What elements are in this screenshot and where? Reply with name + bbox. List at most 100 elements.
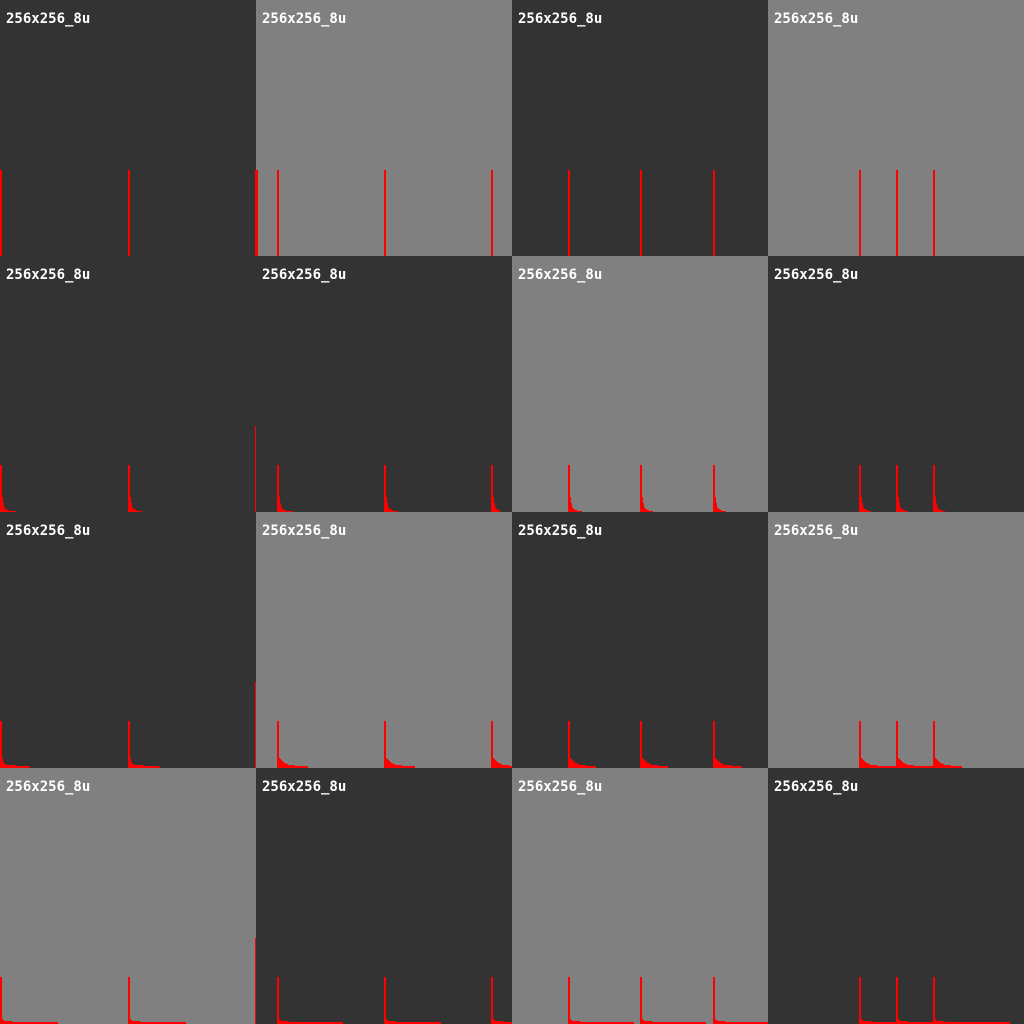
histogram-plot bbox=[0, 170, 256, 256]
histogram-bar bbox=[255, 170, 256, 256]
tile-label: 256x256_8u bbox=[262, 267, 347, 283]
tile-label: 256x256_8u bbox=[774, 11, 859, 27]
histogram-bar bbox=[933, 465, 935, 512]
histogram-tile: 256x256_8u bbox=[0, 768, 256, 1024]
histogram-bar bbox=[724, 511, 726, 512]
histogram-plot bbox=[277, 977, 512, 1024]
histogram-bar bbox=[640, 465, 642, 512]
histogram-tile: 256x256_8u bbox=[512, 256, 768, 512]
histogram-tile: 256x256_8u bbox=[256, 256, 512, 512]
histogram-tile: 256x256_8u bbox=[512, 512, 768, 768]
histogram-bar bbox=[740, 766, 742, 768]
tile-label: 256x256_8u bbox=[518, 267, 603, 283]
histogram-bar bbox=[384, 465, 386, 512]
histogram-bar bbox=[896, 977, 898, 1024]
histogram-bar bbox=[666, 766, 668, 768]
histogram-bar bbox=[306, 766, 308, 768]
histogram-bar bbox=[640, 977, 642, 1024]
histogram-plot bbox=[568, 170, 715, 256]
tile-label: 256x256_8u bbox=[262, 523, 347, 539]
histogram-bar bbox=[128, 465, 130, 512]
histogram-bar bbox=[184, 1022, 186, 1024]
histogram-plot bbox=[0, 938, 256, 1024]
histogram-bar bbox=[277, 977, 279, 1024]
histogram-plot bbox=[859, 170, 935, 256]
histogram-bar bbox=[277, 170, 279, 256]
histogram-bar bbox=[56, 1022, 58, 1024]
histogram-bar bbox=[491, 721, 493, 768]
histogram-bar bbox=[651, 511, 653, 512]
histogram-bar bbox=[713, 977, 715, 1024]
histogram-bar bbox=[713, 721, 715, 768]
histogram-bar bbox=[568, 465, 570, 512]
histogram-bar bbox=[491, 977, 493, 1024]
histogram-bar bbox=[128, 721, 130, 768]
histogram-bar bbox=[341, 1022, 343, 1024]
histogram-bar bbox=[896, 465, 898, 512]
tile-label: 256x256_8u bbox=[518, 11, 603, 27]
histogram-bar bbox=[896, 170, 898, 256]
histogram-bar bbox=[859, 721, 861, 768]
histogram-bar bbox=[384, 721, 386, 768]
tile-label: 256x256_8u bbox=[262, 779, 347, 795]
histogram-bar bbox=[906, 511, 908, 512]
tile-label: 256x256_8u bbox=[518, 779, 603, 795]
histogram-bar bbox=[491, 170, 493, 256]
histogram-bar bbox=[0, 170, 2, 256]
tile-label: 256x256_8u bbox=[6, 11, 91, 27]
histogram-bar bbox=[384, 977, 386, 1024]
histogram-bar bbox=[640, 721, 642, 768]
histogram-bar bbox=[933, 721, 935, 768]
histogram-bar bbox=[859, 170, 861, 256]
histogram-tile: 256x256_8u bbox=[0, 0, 256, 256]
tile-label: 256x256_8u bbox=[6, 779, 91, 795]
histogram-bar bbox=[413, 766, 415, 768]
histogram-bar bbox=[0, 721, 2, 768]
histogram-bar bbox=[498, 510, 500, 512]
histogram-plot bbox=[256, 170, 493, 256]
histogram-bar bbox=[140, 511, 142, 512]
histogram-bar bbox=[704, 1022, 706, 1024]
histogram-bar bbox=[255, 426, 256, 512]
histogram-bar bbox=[255, 682, 256, 768]
histogram-bar bbox=[439, 1022, 441, 1024]
histogram-bar bbox=[568, 721, 570, 768]
histogram-bar bbox=[594, 766, 596, 768]
histogram-plot bbox=[568, 465, 726, 512]
tile-label: 256x256_8u bbox=[262, 11, 347, 27]
histogram-bar bbox=[713, 170, 715, 256]
histogram-tile: 256x256_8u bbox=[768, 0, 1024, 256]
histogram-bar bbox=[896, 721, 898, 768]
histogram-bar bbox=[396, 511, 398, 512]
tile-label: 256x256_8u bbox=[518, 523, 603, 539]
histogram-bar bbox=[277, 465, 279, 512]
histogram-bar bbox=[933, 977, 935, 1024]
histogram-bar bbox=[713, 465, 715, 512]
histogram-bar bbox=[277, 721, 279, 768]
histogram-bar bbox=[0, 977, 2, 1024]
histogram-bar bbox=[256, 170, 258, 256]
histogram-bar bbox=[255, 938, 256, 1024]
histogram-plot bbox=[277, 465, 500, 512]
histogram-bar bbox=[291, 511, 293, 512]
histogram-tile: 256x256_8u bbox=[768, 768, 1024, 1024]
tile-label: 256x256_8u bbox=[774, 267, 859, 283]
histogram-plot bbox=[859, 721, 962, 768]
histogram-bar bbox=[859, 977, 861, 1024]
histogram-bar bbox=[491, 465, 493, 512]
histogram-bar bbox=[511, 766, 512, 768]
histogram-bar bbox=[960, 766, 962, 768]
histogram-bar bbox=[28, 766, 30, 768]
histogram-bar bbox=[943, 511, 945, 512]
histogram-bar bbox=[632, 1022, 634, 1024]
histogram-bar bbox=[0, 465, 2, 512]
histogram-bar bbox=[128, 170, 130, 256]
histogram-tile: 256x256_8u bbox=[768, 512, 1024, 768]
histogram-plot bbox=[859, 465, 945, 512]
tile-label: 256x256_8u bbox=[774, 523, 859, 539]
histogram-bar bbox=[1008, 1022, 1010, 1024]
histogram-bar bbox=[580, 511, 582, 512]
histogram-bar bbox=[568, 170, 570, 256]
histogram-plot bbox=[277, 721, 512, 768]
histogram-plot bbox=[568, 721, 742, 768]
